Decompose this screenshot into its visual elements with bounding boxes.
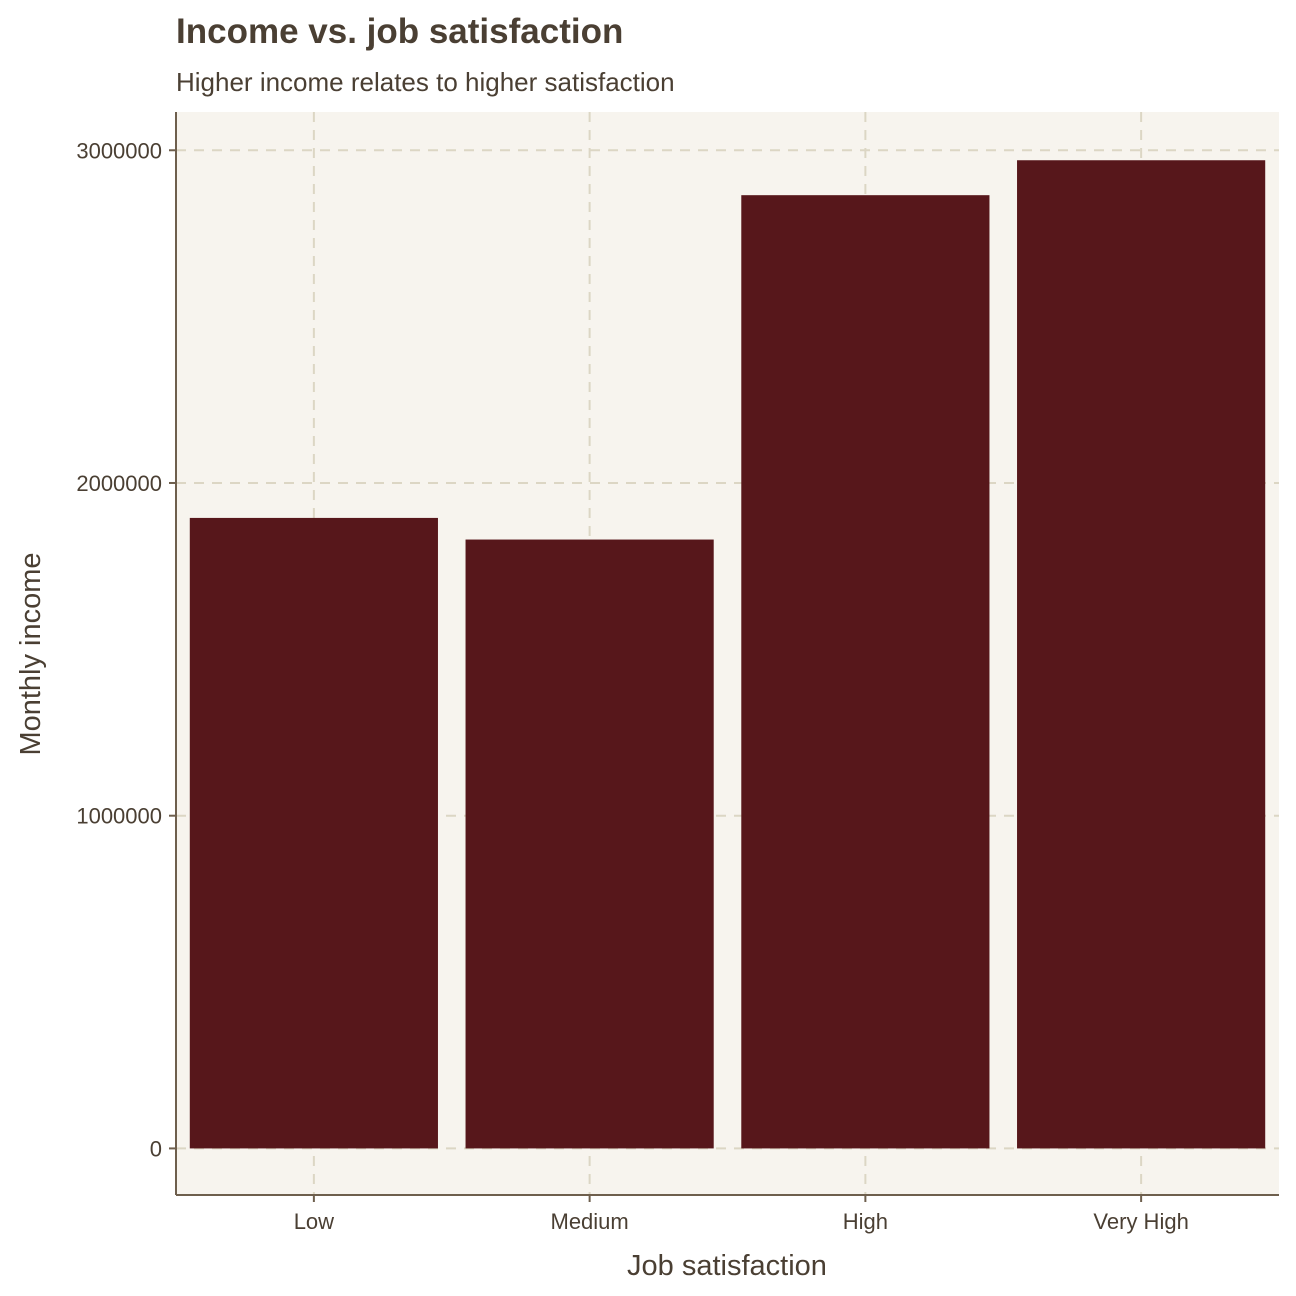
x-tick-label-0: Low bbox=[294, 1209, 334, 1234]
x-tick-label-1: Medium bbox=[551, 1209, 629, 1234]
chart-title: Income vs. job satisfaction bbox=[176, 12, 623, 51]
x-tick-label-3: Very High bbox=[1093, 1209, 1188, 1234]
tick-labels: 0 1000000 2000000 3000000 Low Medium High Very … bbox=[76, 138, 1188, 1234]
bar-low bbox=[189, 517, 438, 1149]
axes bbox=[175, 112, 1279, 1196]
x-axis-title: Job satisfaction bbox=[627, 1250, 827, 1282]
y-tick-label-1: 1000000 bbox=[76, 804, 162, 829]
y-tick-label-0: 0 bbox=[150, 1136, 162, 1161]
x-tick-label-2: High bbox=[843, 1209, 888, 1234]
bars bbox=[189, 160, 1266, 1149]
y-tick-label-2: 2000000 bbox=[76, 471, 162, 496]
chart-subtitle: Higher income relates to higher satisfac… bbox=[176, 67, 675, 97]
bar-medium bbox=[465, 539, 714, 1149]
bar-very-high bbox=[1017, 160, 1266, 1149]
y-axis-title: Monthly income bbox=[15, 552, 47, 755]
y-tick-label-3: 3000000 bbox=[76, 138, 162, 163]
bar-high bbox=[741, 195, 990, 1149]
